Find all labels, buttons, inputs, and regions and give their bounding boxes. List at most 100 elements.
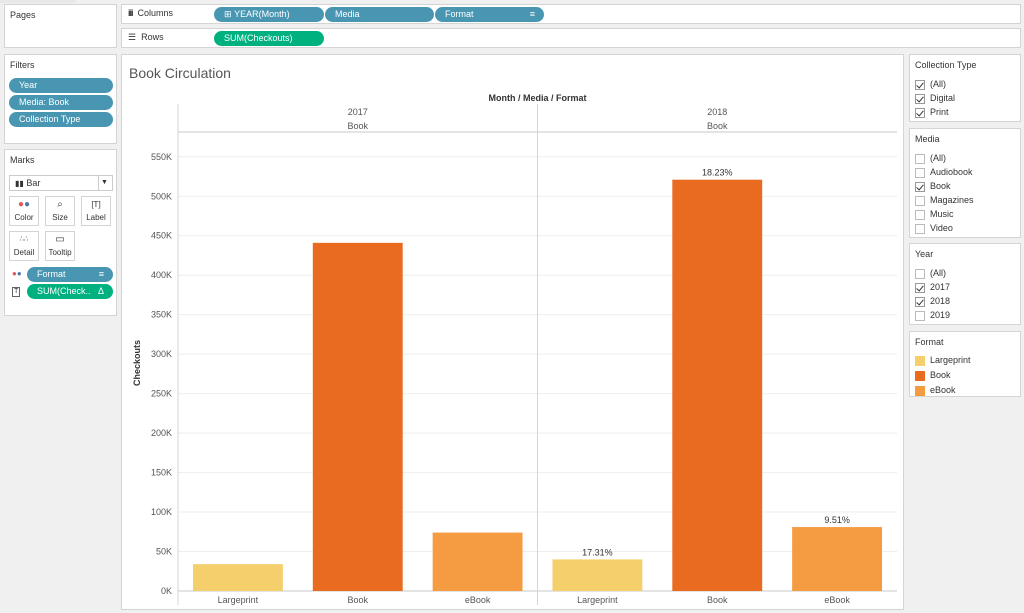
pages-panel[interactable]: Pages	[4, 4, 117, 48]
marks-panel[interactable]: Marks ▮▮ Bar ▼ ●● Color ⌕ Size [T] Label ∴∴…	[4, 149, 117, 316]
marks-field-sum-checkouts[interactable]: SUM(Check.. Δ	[27, 284, 113, 299]
collection-type-option[interactable]: (All)	[915, 79, 946, 92]
legend-label: Largeprint	[930, 355, 971, 365]
option-label: 2019	[930, 310, 951, 320]
x-tick-label: eBook	[824, 595, 850, 605]
checkbox-unchecked[interactable]	[915, 153, 925, 164]
y-tick-label: 200K	[151, 428, 172, 438]
collection-type-filter[interactable]: Collection Type (All) Digital Print	[909, 54, 1021, 122]
delta-icon: Δ	[97, 286, 104, 296]
detail-dots-icon: ∴∴	[19, 236, 29, 243]
media-option[interactable]: Magazines	[915, 195, 974, 208]
bar-data-label: 18.23%	[702, 168, 733, 178]
detail-button[interactable]: ∴∴ Detail	[9, 231, 39, 261]
media-header: Book	[347, 121, 368, 131]
x-tick-label: Book	[707, 595, 728, 605]
media-header: Book	[707, 121, 728, 131]
filter-pill-collection-type[interactable]: Collection Type	[9, 112, 113, 127]
y-tick-label: 350K	[151, 310, 172, 320]
year-option[interactable]: 2017	[915, 282, 950, 295]
collection-type-option[interactable]: Print	[915, 107, 949, 120]
legend-item[interactable]: Largeprint	[915, 355, 971, 368]
sort-icon: ≡	[529, 9, 535, 19]
color-dots-icon: ●●	[17, 199, 31, 210]
media-option[interactable]: Book	[915, 181, 951, 194]
mark-type-dropdown[interactable]: ▮▮ Bar ▼	[9, 175, 113, 191]
column-header-title: Month / Media / Format	[489, 93, 587, 103]
y-tick-label: 500K	[151, 191, 172, 201]
tooltip-button[interactable]: ▭ Tooltip	[45, 231, 75, 261]
columns-shelf[interactable]: iii Columns ⊞ YEAR(Month) Media Format ≡	[121, 4, 1021, 24]
rows-shelf[interactable]: ☰ Rows SUM(Checkouts)	[121, 28, 1021, 48]
row-pill-sum-checkouts[interactable]: SUM(Checkouts)	[214, 31, 324, 46]
year-header: 2017	[348, 107, 368, 117]
checkbox-unchecked[interactable]	[915, 167, 925, 178]
checkbox-unchecked[interactable]	[915, 223, 925, 234]
option-label: (All)	[930, 79, 946, 89]
checkbox-unchecked[interactable]	[915, 195, 925, 206]
option-label: 2017	[930, 282, 951, 292]
x-tick-label: Largeprint	[218, 595, 259, 605]
legend-label: eBook	[930, 385, 956, 395]
bar-book	[312, 242, 403, 591]
y-axis-label: Checkouts	[132, 340, 142, 386]
filter-pill-year[interactable]: Year	[9, 78, 113, 93]
option-label: Audiobook	[930, 167, 973, 177]
rows-icon: ☰	[128, 32, 137, 42]
marks-title: Marks	[10, 155, 35, 165]
bar-ebook	[432, 532, 523, 591]
label-button[interactable]: [T] Label	[81, 196, 111, 226]
checkbox-unchecked[interactable]	[915, 310, 925, 321]
size-icon: ⌕	[57, 199, 63, 210]
color-button[interactable]: ●● Color	[9, 196, 39, 226]
option-label: (All)	[930, 153, 946, 163]
media-filter[interactable]: Media (All) Audiobook Book Magazines Music Vi…	[909, 128, 1021, 238]
checkbox-checked[interactable]	[915, 181, 925, 192]
year-title: Year	[915, 249, 934, 259]
legend-item[interactable]: eBook	[915, 385, 956, 398]
column-pill-media[interactable]: Media	[325, 7, 434, 22]
size-button[interactable]: ⌕ Size	[45, 196, 75, 226]
bar-largeprint	[552, 559, 643, 591]
collection-type-option[interactable]: Digital	[915, 93, 955, 106]
checkbox-checked[interactable]	[915, 93, 925, 104]
media-option[interactable]: Video	[915, 223, 953, 236]
media-title: Media	[915, 134, 940, 144]
media-option[interactable]: (All)	[915, 153, 946, 166]
format-legend[interactable]: Format Largeprint Book eBook	[909, 331, 1021, 397]
checkbox-checked[interactable]	[915, 107, 925, 118]
label-icon: [T]	[91, 200, 101, 209]
year-filter[interactable]: Year (All) 2017 2018 2019	[909, 243, 1021, 325]
media-option[interactable]: Audiobook	[915, 167, 973, 180]
bar-book	[672, 179, 763, 591]
checkbox-checked[interactable]	[915, 296, 925, 307]
year-option[interactable]: 2019	[915, 310, 950, 323]
filters-panel[interactable]: Filters Year Media: Book Collection Type	[4, 54, 117, 144]
year-option[interactable]: (All)	[915, 268, 946, 281]
columns-label: iii Columns	[128, 8, 174, 18]
chevron-down-icon: ▼	[98, 176, 110, 190]
chart-title: Book Circulation	[129, 65, 231, 81]
tooltip-icon: ▭	[55, 234, 65, 245]
checkbox-checked[interactable]	[915, 79, 925, 90]
bar-data-label: 17.31%	[582, 547, 613, 557]
column-pill-format[interactable]: Format ≡	[435, 7, 544, 22]
year-header: 2018	[707, 107, 727, 117]
marks-field-format[interactable]: Format ≡	[27, 267, 113, 282]
filters-title: Filters	[10, 60, 35, 70]
checkbox-checked[interactable]	[915, 282, 925, 293]
column-pill-year-month[interactable]: ⊞ YEAR(Month)	[214, 7, 324, 22]
checkbox-unchecked[interactable]	[915, 209, 925, 220]
bar-largeprint	[192, 564, 283, 591]
legend-swatch	[915, 370, 925, 381]
y-tick-label: 300K	[151, 349, 172, 359]
option-label: Book	[930, 181, 951, 191]
checkbox-unchecked[interactable]	[915, 268, 925, 279]
legend-item[interactable]: Book	[915, 370, 951, 383]
y-tick-label: 450K	[151, 231, 172, 241]
year-option[interactable]: 2018	[915, 296, 950, 309]
filter-pill-media[interactable]: Media: Book	[9, 95, 113, 110]
option-label: Print	[930, 107, 949, 117]
y-tick-label: 550K	[151, 152, 172, 162]
media-option[interactable]: Music	[915, 209, 954, 222]
